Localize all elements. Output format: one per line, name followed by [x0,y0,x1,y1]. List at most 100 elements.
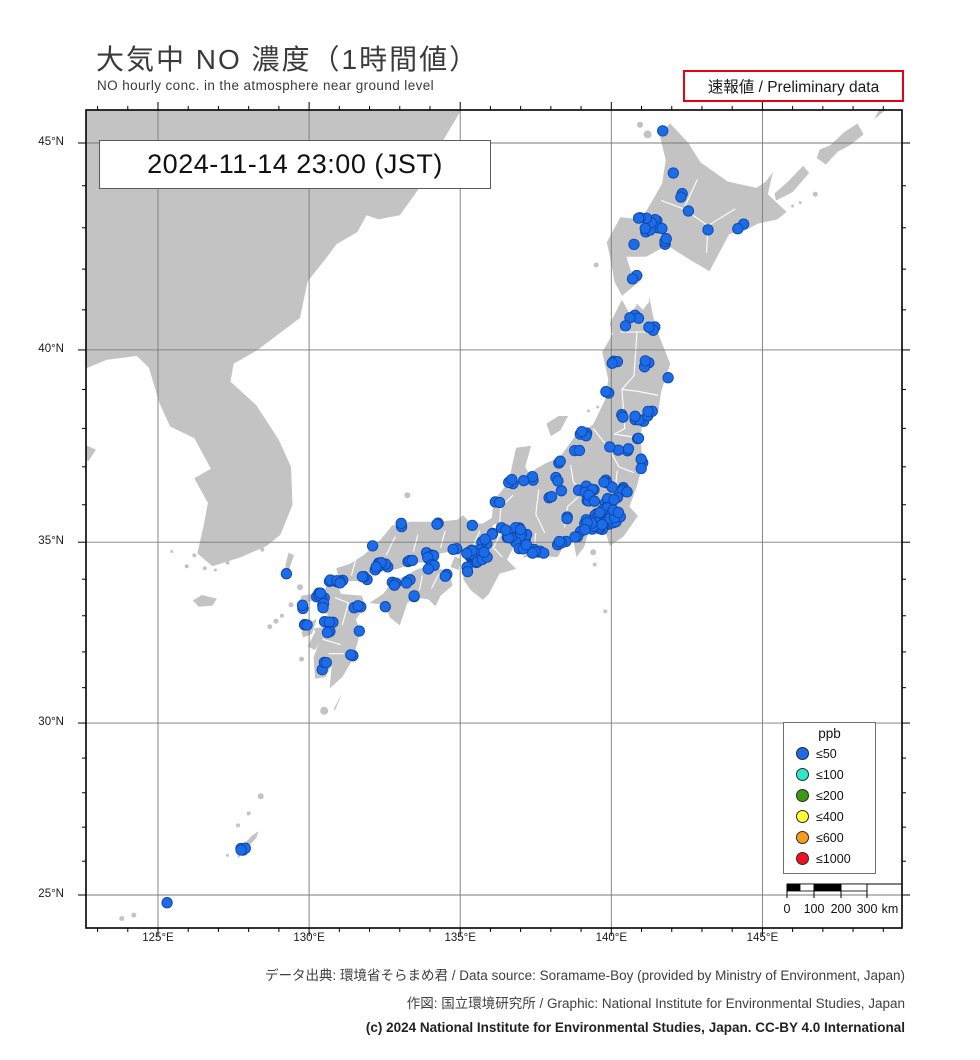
legend-entry: ≤600 [784,827,875,848]
station-dot [400,577,413,589]
station-dot [552,475,564,487]
station-dot [604,441,616,453]
station-dot [657,125,669,137]
legend-rows: ≤50 ≤100 ≤200 ≤400 ≤600 ≤1000 [784,743,875,869]
station-dot [606,357,618,369]
station-dot [296,599,309,611]
station-dot [660,233,672,245]
scale-bar-unit: km [882,902,899,916]
station-dot [553,535,566,548]
scale-bar: 0 100 200 300 km [784,883,902,916]
station-dot [642,405,654,418]
prefecture-border [350,558,357,576]
prefecture-border [412,534,419,552]
prefecture-border [614,389,626,435]
station-dot [317,602,329,614]
scale-bar-label: 300 [857,902,878,916]
legend-title: ppb [818,726,841,741]
station-dot [579,523,591,536]
station-dot [606,481,618,493]
station-dot [629,410,641,422]
islet [297,584,303,591]
islet [590,549,597,556]
legend-swatch-icon [796,831,809,844]
station-dot [518,474,530,487]
page-title: 大気中 NO 濃度（1時間値） [96,44,480,75]
station-dot [520,539,532,551]
islet [257,793,264,800]
legend-entry-label: ≤200 [816,788,844,803]
islet [240,549,245,554]
plot-frame [85,109,903,929]
landmass [333,693,343,711]
station-dot [576,425,588,438]
station-dot [301,619,313,631]
legend-entry: ≤1000 [784,848,875,869]
islet [596,405,600,409]
station-dot [370,561,382,573]
islet [279,613,284,618]
footer-data-source: データ出典: 環境省そらまめ君 / Data source: Soramame-… [265,968,905,983]
footer-graphic-credit: 作図: 国立環境研究所 / Graphic: National Institut… [406,996,905,1011]
station-dot [478,546,490,558]
station-dot [406,554,419,567]
islet [593,262,599,268]
legend-entry-label: ≤600 [816,830,844,845]
station-dot [479,533,491,545]
islet [170,550,174,553]
station-dot [600,386,612,398]
islet [267,624,273,630]
station-dot [635,462,647,475]
station-dot [353,625,365,637]
station-dot [621,486,633,498]
legend-entry: ≤50 [784,743,875,764]
islet [236,823,241,828]
station-dot [466,519,478,532]
islet [260,547,265,552]
islet [246,811,251,816]
islet [791,204,795,208]
lon-tick-label: 135°E [444,932,476,944]
legend-entry: ≤200 [784,785,875,806]
scale-bar-label: 100 [804,902,825,916]
lat-tick-label: 30°N [38,716,64,729]
station-dot [439,570,451,582]
station-dot [395,517,407,530]
landmass [86,110,462,567]
station-dot [320,656,332,669]
station-dot [314,587,327,599]
lon-tick-label: 125°E [142,932,174,944]
islet [812,191,818,197]
legend-swatch-icon [796,768,809,781]
prefecture-border [322,638,341,646]
station-dot [675,191,687,203]
station-dot [493,496,506,509]
prefecture-border [492,532,503,558]
legend-swatch-icon [796,789,809,802]
station-dot [555,485,568,497]
footer-copyright: (c) 2024 National Institute for Environm… [365,1020,905,1035]
station-dot [632,432,645,444]
prefecture-border [334,596,349,604]
station-dot [334,577,346,589]
station-dot [667,167,679,179]
station-dot [635,453,647,465]
preliminary-data-badge: 速報値 / Preliminary data [683,70,904,102]
prefecture-border [621,331,638,390]
station-dot [643,321,655,333]
station-dot [408,590,420,602]
station-dot [323,616,335,628]
lon-tick-label: 145°E [746,932,779,944]
islet [131,912,137,918]
prefecture-border [341,602,349,625]
prefecture-border [440,530,446,548]
station-dot [561,512,573,525]
station-dot [514,524,527,536]
legend-swatch-icon [796,810,809,823]
station-dot [662,372,674,384]
prefecture-border [707,208,736,227]
station-dot [526,547,539,559]
station-dot [617,411,629,423]
page-subtitle: NO hourly conc. in the atmosphere near g… [97,78,435,93]
